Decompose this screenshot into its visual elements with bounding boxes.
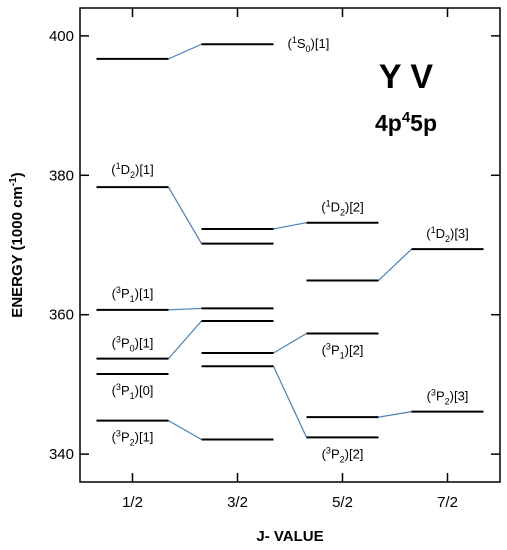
level-labels: (1S0)[1] (1D2)[1] (1D2)[2] (1D2)[3] (3P1)[1]… [111,35,469,464]
term-label: (3P1)[1] [112,285,154,304]
y-axis-title-prefix: ENERGY (1000 cm [9,186,26,317]
level-connector [168,420,202,441]
y-axis-title-sup: -1 [8,177,19,186]
level-connector [272,366,308,438]
y-tick-label: 360 [49,307,74,324]
configuration-suffix: 5p [410,110,437,136]
term-label: (3P2)[3] [427,388,469,407]
term-label: (3P2)[1] [112,429,154,448]
level-connector [378,248,412,281]
level-connector [378,411,412,418]
configuration-prefix: 4p [375,110,402,136]
y-tick-label: 340 [49,446,74,463]
term-label: (1D2)[2] [321,199,364,218]
term-label: (1S0)[1] [288,35,330,54]
level-connector [168,320,202,360]
level-connector [273,333,307,354]
term-label: (3P1)[0] [112,382,154,401]
axis-ticks: 340 360 380 400 1/2 3/2 5/2 7/2 [49,8,500,511]
y-tick-label: 380 [49,167,74,184]
y-axis-title: ENERGY (1000 cm-1) [8,172,26,317]
ion-title: Y V [379,58,434,96]
term-label: (1D2)[3] [426,225,469,244]
level-connector [168,307,202,311]
x-tick-label: 7/2 [437,494,458,511]
level-connector [168,43,202,60]
term-label: (3P1)[2] [322,342,364,361]
level-connector [273,222,307,230]
term-label: (3P2)[2] [322,445,364,464]
level-connector [167,186,203,244]
x-tick-label: 5/2 [332,494,353,511]
configuration-sup: 4 [402,109,411,126]
term-label: (1D2)[1] [111,161,154,180]
y-tick-label: 400 [49,28,74,45]
term-label: (3P0)[1] [112,335,154,354]
y-axis-title-suffix: ) [9,172,26,177]
connector-lines [167,43,412,441]
plot-frame [79,7,501,483]
x-tick-label: 1/2 [122,494,143,511]
x-axis-title: J- VALUE [256,528,323,545]
energy-levels [96,43,484,441]
x-tick-label: 3/2 [227,494,248,511]
configuration-title: 4p45p [375,109,437,136]
